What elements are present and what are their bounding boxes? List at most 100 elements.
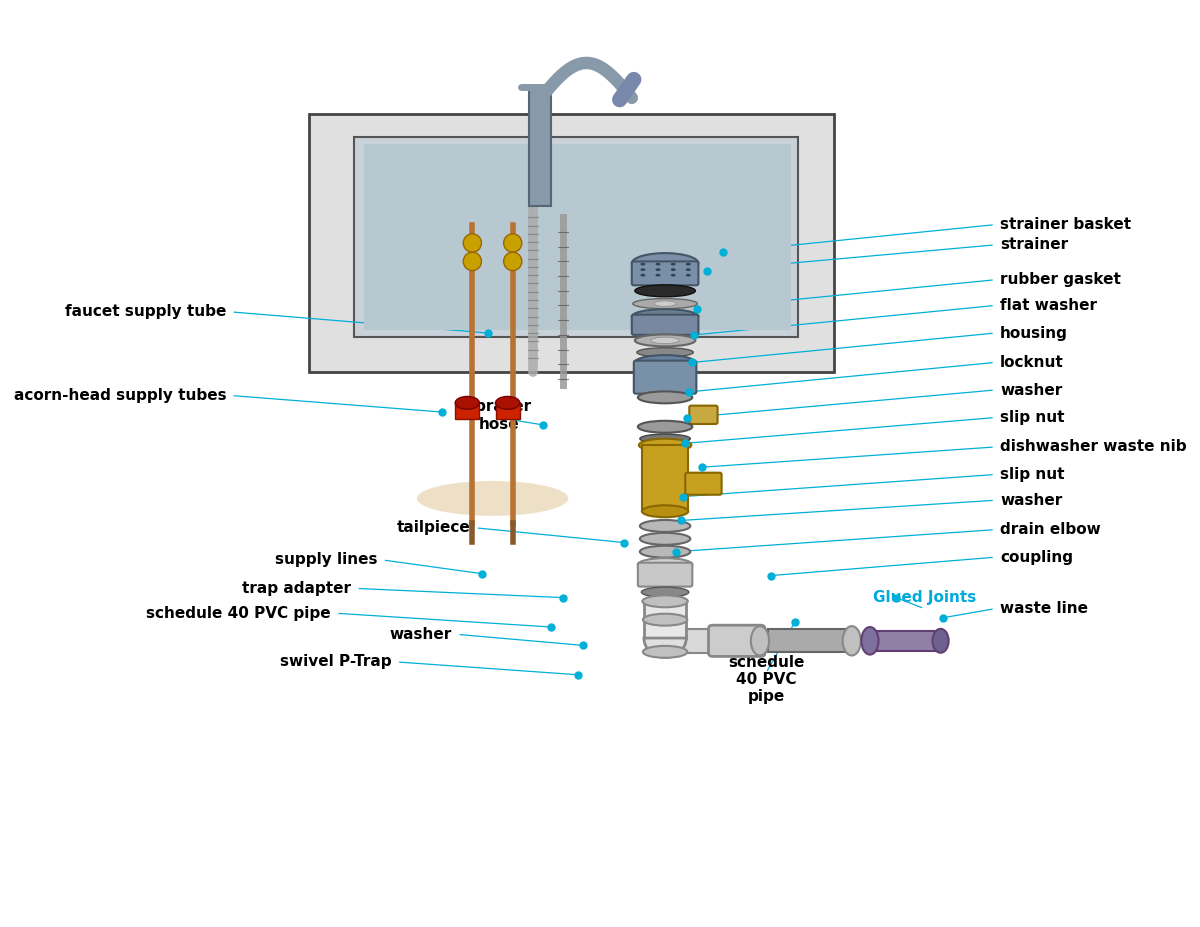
- Ellipse shape: [455, 397, 480, 410]
- Ellipse shape: [640, 546, 690, 558]
- Text: coupling: coupling: [1000, 550, 1073, 565]
- Text: washer: washer: [390, 627, 452, 641]
- FancyBboxPatch shape: [708, 625, 764, 656]
- Polygon shape: [365, 144, 791, 330]
- Bar: [872, 630, 941, 651]
- Ellipse shape: [671, 268, 676, 271]
- Ellipse shape: [638, 558, 692, 571]
- Wedge shape: [644, 638, 686, 657]
- Ellipse shape: [641, 273, 646, 276]
- Ellipse shape: [932, 629, 949, 653]
- Point: [569, 667, 588, 682]
- Polygon shape: [308, 114, 834, 372]
- Ellipse shape: [638, 438, 691, 451]
- Point: [479, 325, 498, 340]
- Text: faucet supply tube: faucet supply tube: [65, 304, 226, 320]
- Bar: [642, 445, 689, 512]
- Point: [676, 436, 695, 451]
- Text: strainer basket: strainer basket: [1000, 217, 1132, 232]
- Ellipse shape: [685, 268, 691, 271]
- Ellipse shape: [638, 391, 692, 403]
- Ellipse shape: [635, 285, 695, 297]
- Text: rubber gasket: rubber gasket: [1000, 273, 1121, 287]
- Point: [533, 417, 552, 432]
- Ellipse shape: [654, 301, 676, 307]
- Text: housing: housing: [1000, 325, 1068, 340]
- Ellipse shape: [642, 595, 688, 607]
- Ellipse shape: [643, 646, 688, 658]
- Ellipse shape: [635, 355, 695, 370]
- Text: acorn-head supply tubes: acorn-head supply tubes: [13, 388, 226, 403]
- Point: [685, 327, 704, 342]
- Ellipse shape: [640, 520, 690, 532]
- Text: sprayer
hose: sprayer hose: [466, 400, 532, 432]
- Ellipse shape: [650, 337, 679, 344]
- Text: Glued Joints: Glued Joints: [872, 590, 976, 605]
- Ellipse shape: [504, 234, 522, 252]
- Text: trap adapter: trap adapter: [242, 581, 352, 596]
- Point: [473, 566, 492, 581]
- Ellipse shape: [655, 268, 660, 271]
- Ellipse shape: [631, 310, 698, 324]
- Ellipse shape: [685, 262, 691, 265]
- Text: washer: washer: [1000, 493, 1062, 508]
- Text: drain elbow: drain elbow: [1000, 522, 1100, 537]
- Ellipse shape: [642, 505, 689, 517]
- Text: waste line: waste line: [1000, 601, 1088, 616]
- Point: [786, 614, 805, 629]
- Bar: [665, 629, 720, 653]
- Ellipse shape: [643, 614, 688, 626]
- Bar: [529, 87, 551, 207]
- Point: [574, 638, 593, 653]
- Point: [698, 263, 718, 278]
- Ellipse shape: [504, 252, 522, 271]
- Ellipse shape: [634, 260, 696, 282]
- Text: schedule
40 PVC
pipe: schedule 40 PVC pipe: [728, 654, 804, 705]
- FancyBboxPatch shape: [638, 563, 692, 587]
- Text: strainer: strainer: [1000, 237, 1068, 252]
- Text: slip nut: slip nut: [1000, 467, 1064, 482]
- Point: [762, 568, 781, 583]
- Ellipse shape: [463, 234, 481, 252]
- Point: [541, 619, 560, 634]
- Point: [887, 590, 906, 605]
- Ellipse shape: [641, 587, 689, 597]
- Point: [688, 302, 707, 317]
- Text: washer: washer: [1000, 383, 1062, 398]
- FancyBboxPatch shape: [689, 406, 718, 424]
- Point: [673, 489, 692, 504]
- Ellipse shape: [637, 348, 694, 357]
- Ellipse shape: [671, 273, 676, 276]
- Point: [683, 355, 702, 370]
- Point: [614, 535, 634, 550]
- Ellipse shape: [463, 252, 481, 271]
- Text: swivel P-Trap: swivel P-Trap: [280, 654, 391, 669]
- Text: slip nut: slip nut: [1000, 410, 1064, 425]
- Bar: [768, 629, 847, 652]
- Ellipse shape: [640, 533, 690, 545]
- Point: [932, 610, 952, 625]
- FancyBboxPatch shape: [631, 261, 698, 286]
- Bar: [455, 403, 480, 419]
- Ellipse shape: [751, 626, 769, 655]
- Point: [678, 410, 697, 425]
- Polygon shape: [354, 137, 798, 337]
- Bar: [496, 403, 520, 419]
- Text: dishwasher waste nib: dishwasher waste nib: [1000, 439, 1187, 454]
- Point: [679, 385, 698, 400]
- Text: tailpiece: tailpiece: [396, 520, 470, 535]
- Ellipse shape: [416, 481, 569, 515]
- Point: [666, 544, 685, 559]
- FancyBboxPatch shape: [685, 473, 721, 495]
- Point: [692, 460, 712, 475]
- Ellipse shape: [842, 626, 860, 655]
- Ellipse shape: [641, 268, 646, 271]
- Text: schedule 40 PVC pipe: schedule 40 PVC pipe: [146, 605, 331, 621]
- Ellipse shape: [685, 273, 691, 276]
- Ellipse shape: [671, 262, 676, 265]
- FancyBboxPatch shape: [634, 361, 696, 394]
- Text: supply lines: supply lines: [275, 552, 378, 567]
- Ellipse shape: [640, 434, 690, 443]
- Text: locknut: locknut: [1000, 355, 1064, 370]
- Ellipse shape: [862, 627, 878, 654]
